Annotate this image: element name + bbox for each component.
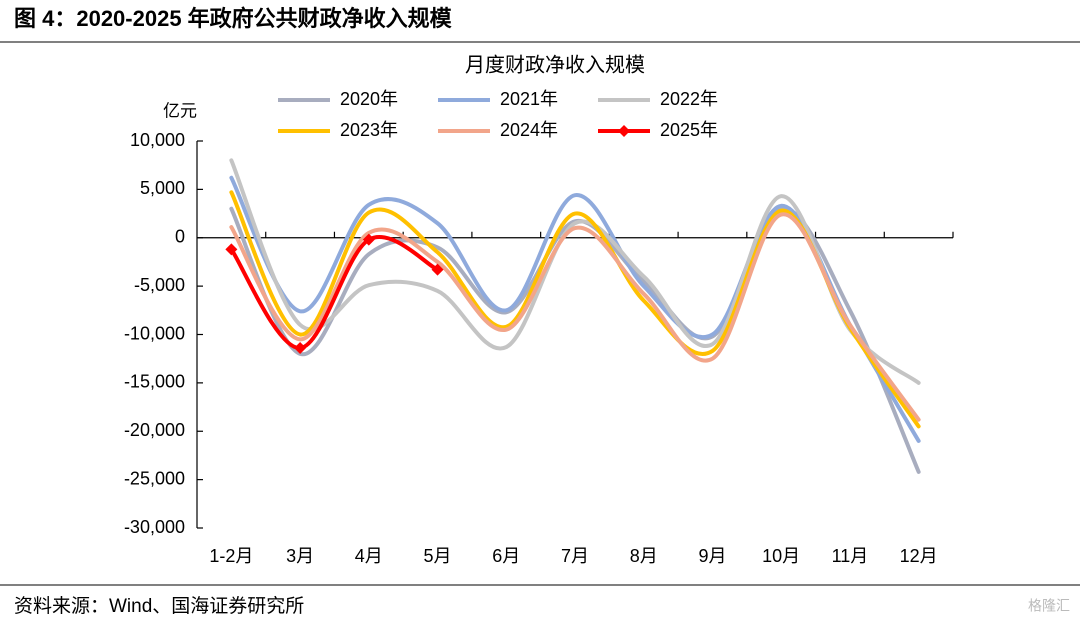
x-tick-label: 11月 [832, 546, 869, 566]
x-tick-label: 5月 [424, 546, 452, 566]
legend-label: 2024年 [500, 120, 558, 140]
watermark: 格隆汇 [1028, 598, 1070, 614]
legend-label: 2025年 [660, 120, 718, 140]
y-tick-label: 10,000 [130, 130, 185, 150]
y-tick-label: -5,000 [134, 275, 185, 295]
series-line [229, 158, 921, 385]
series-marker [225, 243, 238, 256]
y-tick-label: -20,000 [124, 420, 185, 440]
series-line [229, 212, 921, 422]
legend-marker [618, 125, 630, 137]
series-marker [294, 342, 307, 355]
page-title: 图 4：2020-2025 年政府公共财政净收入规模 [14, 6, 453, 31]
x-tick-label: 9月 [698, 546, 726, 566]
source: 资料来源：Wind、国海证券研究所 [14, 595, 304, 617]
x-tick-label: 1-2月 [209, 546, 253, 566]
y-tick-label: -30,000 [124, 517, 185, 537]
series-marker [431, 263, 444, 276]
x-tick-label: 4月 [355, 546, 383, 566]
y-tick-label: -25,000 [124, 468, 185, 488]
y-tick-label: 0 [175, 227, 185, 247]
legend-label: 2021年 [500, 89, 558, 109]
x-tick-label: 3月 [286, 546, 314, 566]
y-tick-label: -15,000 [124, 372, 185, 392]
x-tick-label: 8月 [630, 546, 658, 566]
y-axis-label: 亿元 [163, 101, 197, 120]
y-tick-label: -10,000 [124, 323, 185, 343]
chart-title: 月度财政净收入规模 [465, 53, 645, 76]
series-line [229, 235, 440, 351]
legend-label: 2020年 [340, 89, 398, 109]
legend-label: 2023年 [340, 120, 398, 140]
x-tick-label: 6月 [492, 546, 520, 566]
x-tick-label: 10月 [762, 546, 800, 566]
legend-label: 2022年 [660, 89, 718, 109]
y-tick-label: 5,000 [140, 178, 185, 198]
x-tick-label: 12月 [900, 546, 938, 566]
x-tick-label: 7月 [561, 546, 589, 566]
series-marker [362, 233, 375, 246]
